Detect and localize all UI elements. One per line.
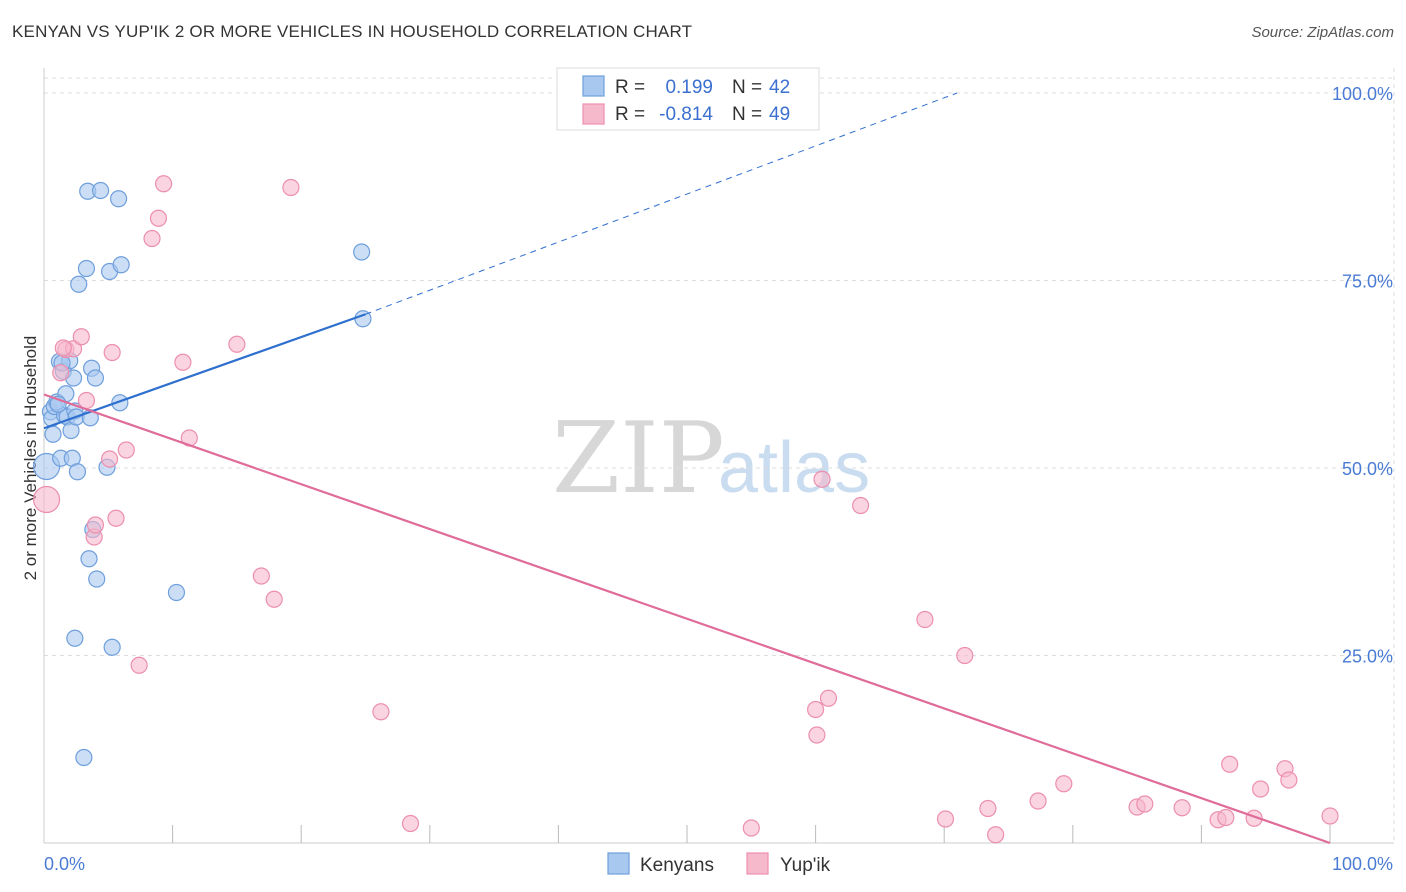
- y-tick-label-1: 50.0%: [1342, 459, 1393, 479]
- point-yupik-25: [806, 700, 825, 719]
- point-kenyans-21: [80, 550, 98, 568]
- point-yupik-4: [72, 328, 90, 346]
- point-kenyans-3: [44, 425, 62, 443]
- point-yupik-12: [130, 656, 148, 674]
- point-yupik-14: [149, 209, 168, 227]
- point-yupik-36: [1055, 775, 1073, 793]
- point-yupik-16: [174, 353, 192, 371]
- series-legend: Kenyans Yup'ik: [607, 852, 831, 876]
- point-kenyans-25: [88, 570, 106, 588]
- series-legend-label-kenyans: Kenyans: [640, 855, 714, 876]
- point-yupik-30: [916, 610, 934, 629]
- legend-r-value-yupik: -0.814: [659, 104, 713, 125]
- point-yupik-15: [154, 175, 173, 193]
- legend-r-label-kenyans: R =: [615, 77, 645, 98]
- point-yupik-47: [1321, 807, 1339, 825]
- point-yupik-39: [1173, 799, 1191, 817]
- series-legend-swatch-yupik: [746, 852, 769, 875]
- point-kenyans-38: [86, 369, 105, 387]
- y-tick-label-0: 25.0%: [1342, 647, 1393, 667]
- point-kenyans-19: [77, 259, 96, 278]
- point-yupik-8: [100, 450, 119, 468]
- point-kenyans-40: [75, 748, 93, 767]
- point-yupik-13: [143, 229, 161, 248]
- y-tick-label-2: 75.0%: [1342, 272, 1393, 292]
- legend-n-value-yupik: 49: [769, 104, 790, 125]
- trend-lines: [43, 92, 1331, 845]
- point-yupik-44: [1251, 780, 1270, 798]
- point-yupik-33: [979, 799, 997, 818]
- point-yupik-32: [956, 646, 974, 665]
- trend-line-yupik: [43, 393, 1331, 845]
- y-tick-label-3: 100.0%: [1332, 84, 1393, 104]
- point-kenyans-29: [103, 638, 121, 656]
- point-yupik-24: [742, 819, 760, 837]
- legend-r-value-kenyans: 0.199: [665, 77, 713, 98]
- point-yupik-34: [987, 826, 1005, 844]
- series-legend-swatch-kenyans: [607, 852, 630, 875]
- x-tick-label-0: 0.0%: [44, 854, 85, 874]
- x-tick-label-1: 100.0%: [1332, 854, 1393, 874]
- point-yupik-19: [252, 567, 270, 585]
- point-yupik-46: [1280, 771, 1298, 789]
- point-yupik-41: [1217, 808, 1235, 827]
- point-yupik-42: [1221, 755, 1239, 773]
- chart-title: KENYAN VS YUP'IK 2 OR MORE VEHICLES IN H…: [12, 22, 693, 41]
- point-yupik-10: [107, 509, 125, 527]
- point-kenyans-26: [91, 181, 110, 200]
- point-yupik-1: [52, 364, 70, 382]
- point-yupik-27: [813, 470, 831, 488]
- legend-swatch-yupik: [582, 103, 605, 125]
- point-kenyans-17: [68, 463, 87, 481]
- point-yupik-18: [228, 335, 246, 353]
- point-yupik-0: [32, 485, 61, 514]
- point-kenyans-39: [66, 629, 84, 647]
- x-axis-ticks: [172, 825, 1331, 843]
- point-kenyans-18: [70, 275, 88, 293]
- point-yupik-21: [282, 178, 300, 197]
- point-yupik-26: [808, 726, 826, 744]
- point-kenyans-30: [109, 190, 128, 208]
- source-text: Source: ZipAtlas.com: [1251, 24, 1394, 41]
- legend-n-label-yupik: N =: [732, 104, 762, 125]
- trend-line-kenyans: [43, 313, 366, 430]
- legend-n-label-kenyans: N =: [732, 77, 762, 98]
- point-yupik-11: [117, 441, 135, 459]
- point-yupik-9: [103, 343, 121, 362]
- legend-r-label-yupik: R =: [615, 104, 645, 125]
- point-kenyans-32: [112, 256, 130, 274]
- point-yupik-20: [265, 590, 283, 608]
- point-yupik-48: [54, 339, 72, 357]
- point-yupik-38: [1136, 795, 1154, 813]
- point-yupik-29: [852, 496, 870, 515]
- series-legend-label-yupik: Yup'ik: [780, 855, 831, 876]
- x-tick-labels: 0.0% 100.0%: [44, 854, 1393, 874]
- y-tick-labels: 25.0% 50.0% 75.0% 100.0%: [1332, 84, 1393, 667]
- point-kenyans-34: [353, 243, 371, 261]
- point-kenyans-31: [111, 394, 129, 412]
- y-axis-label: 2 or more Vehicles in Household: [21, 336, 40, 581]
- point-yupik-23: [401, 814, 420, 833]
- watermark-zip: ZIP: [552, 402, 725, 516]
- data-points: [32, 175, 1339, 844]
- point-yupik-35: [1029, 792, 1047, 810]
- point-yupik-7: [86, 516, 105, 534]
- watermark: ZIP atlas: [552, 402, 870, 516]
- point-yupik-22: [372, 703, 390, 721]
- legend-swatch-kenyans: [582, 75, 605, 97]
- point-kenyans-33: [167, 583, 186, 602]
- point-yupik-5: [77, 391, 96, 410]
- stats-legend: R = 0.199 N = 42 R = -0.814 N = 49: [556, 67, 820, 131]
- point-yupik-31: [936, 810, 955, 828]
- legend-n-value-kenyans: 42: [769, 77, 790, 98]
- point-yupik-28: [819, 689, 838, 707]
